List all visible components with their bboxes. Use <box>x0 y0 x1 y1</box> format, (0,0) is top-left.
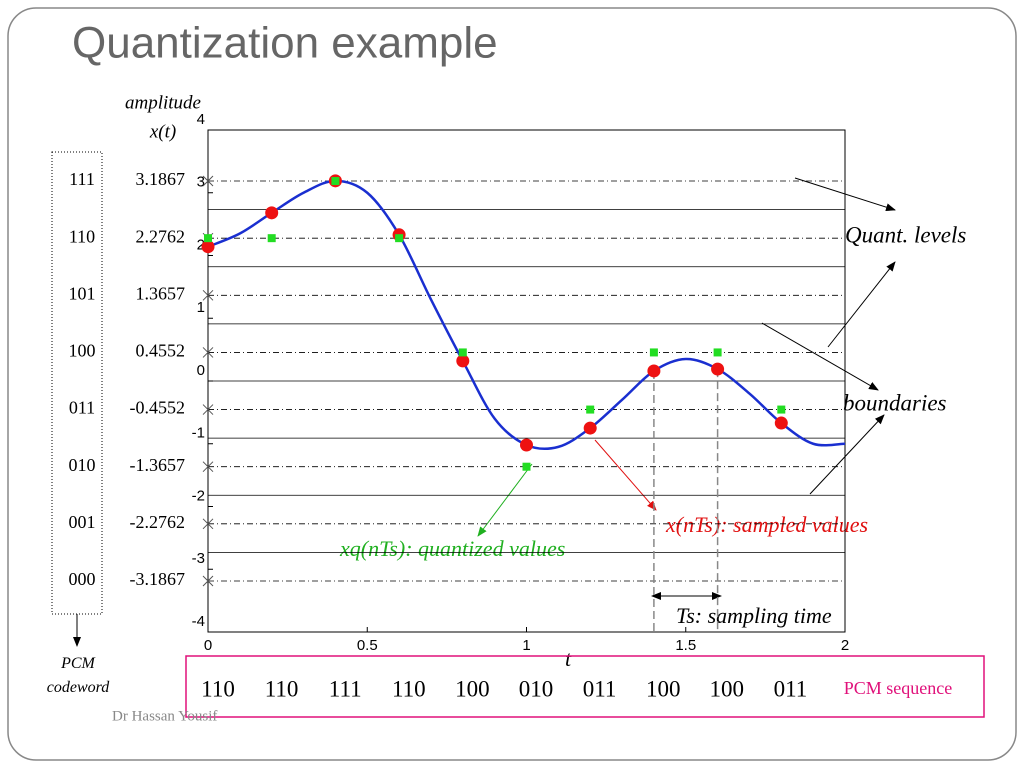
level-marker <box>202 575 214 587</box>
level-marker <box>202 404 214 415</box>
arrow <box>761 322 879 391</box>
slide-title: Quantization example <box>72 19 498 68</box>
y-tick-label: 1 <box>197 299 205 316</box>
x-tick-label: 0 <box>204 637 212 654</box>
quantized-label: xq(nTs): quantized values <box>339 536 565 561</box>
sampled-point <box>520 438 533 452</box>
quantized-point <box>458 348 467 357</box>
sampled-point <box>774 416 788 430</box>
level-value: -2.2762 <box>130 512 186 532</box>
sampling-time-label: Ts: sampling time <box>676 603 832 628</box>
quantized-point <box>204 234 212 243</box>
boundaries-label: boundaries <box>843 390 947 415</box>
slide-border <box>7 7 1017 761</box>
y-label-top: amplitude <box>125 92 201 113</box>
codeword: 000 <box>69 569 96 589</box>
x-tick-label: 1.5 <box>675 637 696 654</box>
sampled-label: x(nTs): sampled values <box>665 512 868 537</box>
quantized-point <box>586 405 595 414</box>
quantized-point <box>522 462 531 471</box>
pcm-sequence-label: PCM sequence <box>844 678 952 698</box>
signal-curve <box>207 179 846 451</box>
y-tick-label: -3 <box>192 550 205 567</box>
sampled-point <box>711 362 725 376</box>
pcm-code: 100 <box>455 676 490 701</box>
pcm-code: 100 <box>710 676 745 701</box>
codeword: 001 <box>69 512 96 532</box>
arrow <box>594 439 657 511</box>
level-value: -3.1867 <box>130 569 186 589</box>
arrow <box>827 261 896 348</box>
codeword: 010 <box>69 455 96 475</box>
sampled-point <box>201 240 215 254</box>
y-tick-label: -1 <box>192 425 205 442</box>
pcm-code: 011 <box>774 676 808 701</box>
quantized-point <box>713 348 722 357</box>
x-label: t <box>565 646 572 671</box>
level-marker <box>202 289 214 301</box>
pcm-code: 011 <box>583 676 617 701</box>
pcm-code: 110 <box>265 676 299 701</box>
pcm-code: 111 <box>329 676 362 701</box>
level-value: -1.3657 <box>130 455 186 475</box>
codeword: 101 <box>69 283 96 303</box>
level-value: 2.2762 <box>136 226 186 246</box>
sampled-point <box>647 364 661 378</box>
pcm-codeword-label: PCM codeword <box>47 655 111 696</box>
y-tick-label: -2 <box>192 487 205 504</box>
quantized-point <box>331 177 340 186</box>
arrow <box>477 463 533 537</box>
y-tick-label: 2 <box>197 236 205 253</box>
codeword: 011 <box>69 398 95 418</box>
arrow <box>809 414 885 495</box>
level-marker <box>202 347 214 358</box>
codeword-box <box>51 151 103 615</box>
x-tick-label: 2 <box>841 637 849 654</box>
level-value: 0.4552 <box>136 341 186 361</box>
y-label: x(t) <box>149 121 176 142</box>
x-tick-label: 1 <box>522 637 530 654</box>
codeword: 100 <box>69 341 96 361</box>
codeword: 110 <box>69 226 95 246</box>
level-marker <box>202 175 214 187</box>
quantized-point <box>395 234 404 243</box>
sampled-point <box>456 354 470 368</box>
sampled-point <box>583 421 597 435</box>
quantized-point <box>777 405 786 414</box>
quantized-point <box>649 348 658 357</box>
level-marker <box>202 518 214 530</box>
quantized-point <box>267 234 276 243</box>
y-tick-label: -4 <box>192 613 205 630</box>
sampled-point <box>265 206 279 220</box>
pcm-sequence-box <box>185 655 985 718</box>
y-tick-label: 0 <box>197 362 205 379</box>
level-value: -0.4552 <box>130 398 186 418</box>
pcm-code: 010 <box>519 676 554 701</box>
level-marker <box>202 461 214 473</box>
pcm-code: 100 <box>646 676 681 701</box>
level-value: 3.1867 <box>136 169 186 189</box>
x-tick-label: 0.5 <box>357 637 378 654</box>
quant-levels-label: Quant. levels <box>845 222 966 247</box>
pcm-code: 110 <box>392 676 426 701</box>
level-value: 1.3657 <box>136 283 186 303</box>
footer: Dr Hassan Yousif <box>112 708 217 724</box>
pcm-code: 110 <box>201 676 235 701</box>
codeword: 111 <box>69 169 95 189</box>
y-tick-label: 3 <box>197 174 205 191</box>
y-tick-label: 4 <box>197 111 205 128</box>
